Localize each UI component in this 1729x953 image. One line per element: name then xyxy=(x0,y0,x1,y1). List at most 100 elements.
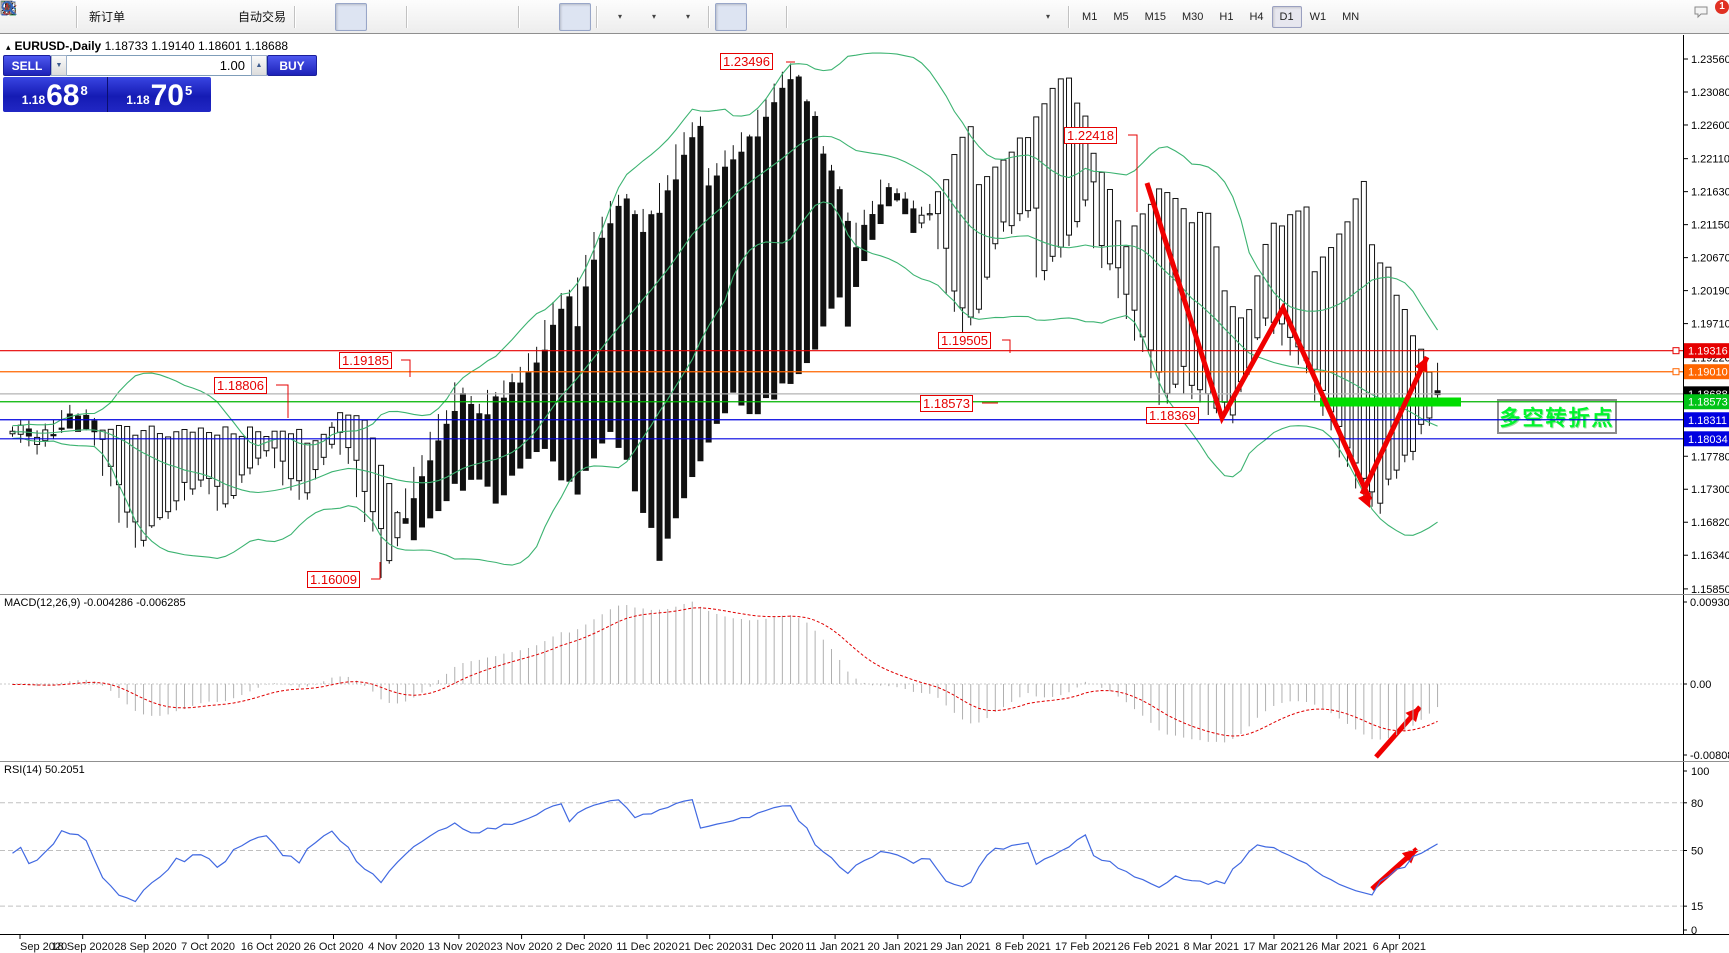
price-callout-1.22418[interactable]: 1.22418 xyxy=(1064,127,1117,144)
candle-body xyxy=(99,429,106,440)
candle-body xyxy=(328,426,335,445)
date-tick-label: 21 Dec 2020 xyxy=(679,941,741,953)
candle-body xyxy=(484,414,491,487)
price-tick-label: 1.17300 xyxy=(1691,484,1729,496)
timeframe-h4-button[interactable]: H4 xyxy=(1249,10,1264,23)
timeframe-m15-button[interactable]: M15 xyxy=(1144,10,1166,23)
price-callout-1.18369[interactable]: 1.18369 xyxy=(1146,407,1199,424)
zigzag-annotation[interactable] xyxy=(1144,182,1373,502)
price-tick-label: 1.17780 xyxy=(1691,451,1729,463)
candle-body xyxy=(509,382,516,476)
timeframe-m1-button[interactable]: M1 xyxy=(1082,10,1098,23)
date-tick-label: 2 Dec 2020 xyxy=(556,941,612,953)
candle-body xyxy=(844,220,851,327)
price-tick-label: 1.23080 xyxy=(1691,87,1729,99)
candle-body xyxy=(115,424,122,486)
candle-body xyxy=(165,436,172,513)
chevron-down-icon[interactable]: ▾ xyxy=(618,12,623,21)
candle-body xyxy=(50,434,57,437)
tb-label: 自动交易 xyxy=(238,10,287,24)
callout-leader xyxy=(276,384,289,418)
price-tick-label: 1.16820 xyxy=(1691,517,1729,529)
candle-body xyxy=(1123,246,1130,295)
buy-button[interactable]: BUY xyxy=(267,55,317,76)
macd-axis-label: -0.008082 xyxy=(1690,750,1729,762)
candle-body xyxy=(320,433,327,458)
candle-body xyxy=(713,175,720,424)
sell-button[interactable]: SELL xyxy=(3,55,51,76)
candle-body xyxy=(525,372,532,459)
macd-panel[interactable] xyxy=(0,601,1683,759)
tb-label: 新订单 xyxy=(89,10,126,24)
candle-body xyxy=(1172,197,1179,385)
chevron-down-icon[interactable]: ▾ xyxy=(686,12,691,21)
candle-body xyxy=(894,193,901,201)
chevron-down-icon[interactable]: ▾ xyxy=(1046,12,1051,21)
tb-notifications-button[interactable]: 1 xyxy=(1692,0,1729,31)
date-tick-label: 29 Jan 2021 xyxy=(930,941,991,953)
support-highlight-bar[interactable] xyxy=(1320,397,1461,407)
volume-up-button[interactable]: ▲ xyxy=(251,55,267,76)
candle-body xyxy=(1393,294,1400,471)
candle-body xyxy=(500,397,507,496)
timeframe-m5-button[interactable]: M5 xyxy=(1113,10,1129,23)
timeframe-mn-button[interactable]: MN xyxy=(1342,10,1360,23)
price-tick-label: 1.21150 xyxy=(1691,220,1729,232)
price-tick-label: 1.20670 xyxy=(1691,253,1729,265)
toolbar-separator xyxy=(596,5,599,28)
tb-search-button[interactable] xyxy=(1,1,1690,31)
candle-body xyxy=(975,184,982,310)
candle-body xyxy=(1106,188,1113,265)
date-tick-label: 18 Sep 2020 xyxy=(52,941,114,953)
turning-point-note[interactable]: 多空转折点 xyxy=(1497,399,1617,434)
timeframe-d1-button[interactable]: D1 xyxy=(1271,5,1302,28)
macd-label: MACD(12,26,9) xyxy=(4,597,81,609)
candle-body xyxy=(672,179,679,519)
up-arrow-annotation[interactable] xyxy=(1359,355,1430,496)
candle-body xyxy=(230,433,237,497)
candle-body xyxy=(468,403,475,480)
line-handle[interactable] xyxy=(1672,347,1680,355)
arrowhead xyxy=(1414,357,1428,373)
volume-down-button[interactable]: ▼ xyxy=(51,55,67,76)
collapse-trade-panel-icon[interactable]: ▴ xyxy=(6,42,11,52)
candle-body xyxy=(75,415,82,432)
arrowhead xyxy=(1357,492,1371,508)
timeframe-m30-button[interactable]: M30 xyxy=(1182,10,1204,23)
price-tick-label: 1.15850 xyxy=(1691,584,1729,596)
price-callout-1.19185[interactable]: 1.19185 xyxy=(339,352,392,369)
price-callout-1.23496[interactable]: 1.23496 xyxy=(720,53,773,70)
price-callout-1.18573[interactable]: 1.18573 xyxy=(920,395,973,412)
candle-body xyxy=(787,79,794,384)
timeframe-h1-button[interactable]: H1 xyxy=(1219,10,1234,23)
chevron-down-icon[interactable]: ▾ xyxy=(652,12,657,21)
price-callout-1.16009[interactable]: 1.16009 xyxy=(307,571,360,588)
bollinger-band xyxy=(12,135,1438,494)
toolbar-separator xyxy=(1068,5,1071,28)
candle-body xyxy=(541,349,548,449)
line-handle[interactable] xyxy=(1672,368,1680,376)
volume-input[interactable] xyxy=(67,55,251,76)
timeframe-w1-button[interactable]: W1 xyxy=(1309,10,1327,23)
main-chart-panel[interactable] xyxy=(0,52,1683,580)
date-tick-label: 23 Nov 2020 xyxy=(490,941,552,953)
rsi-panel[interactable] xyxy=(0,799,1683,907)
macd-axis-label: 0.009301 xyxy=(1690,597,1729,609)
buy-price[interactable]: 1.18 70 5 xyxy=(107,77,211,112)
date-tick-label: 7 Oct 2020 xyxy=(181,941,235,953)
candle-body xyxy=(795,76,802,375)
tb-shift-end-button[interactable] xyxy=(1,2,592,31)
toolbar-right-group: 1 xyxy=(1,0,1729,31)
price-callout-1.19505[interactable]: 1.19505 xyxy=(938,332,991,349)
candle-body xyxy=(984,176,991,278)
candle-body xyxy=(197,427,204,481)
price-callout-1.18806[interactable]: 1.18806 xyxy=(214,377,267,394)
candle-body xyxy=(1008,151,1015,227)
sell-price[interactable]: 1.18 68 8 xyxy=(3,77,108,112)
candle-body xyxy=(312,440,319,471)
candle-body xyxy=(1311,271,1318,370)
toolbar-separator xyxy=(294,5,297,28)
date-tick-label: 11 Jan 2021 xyxy=(805,941,865,953)
